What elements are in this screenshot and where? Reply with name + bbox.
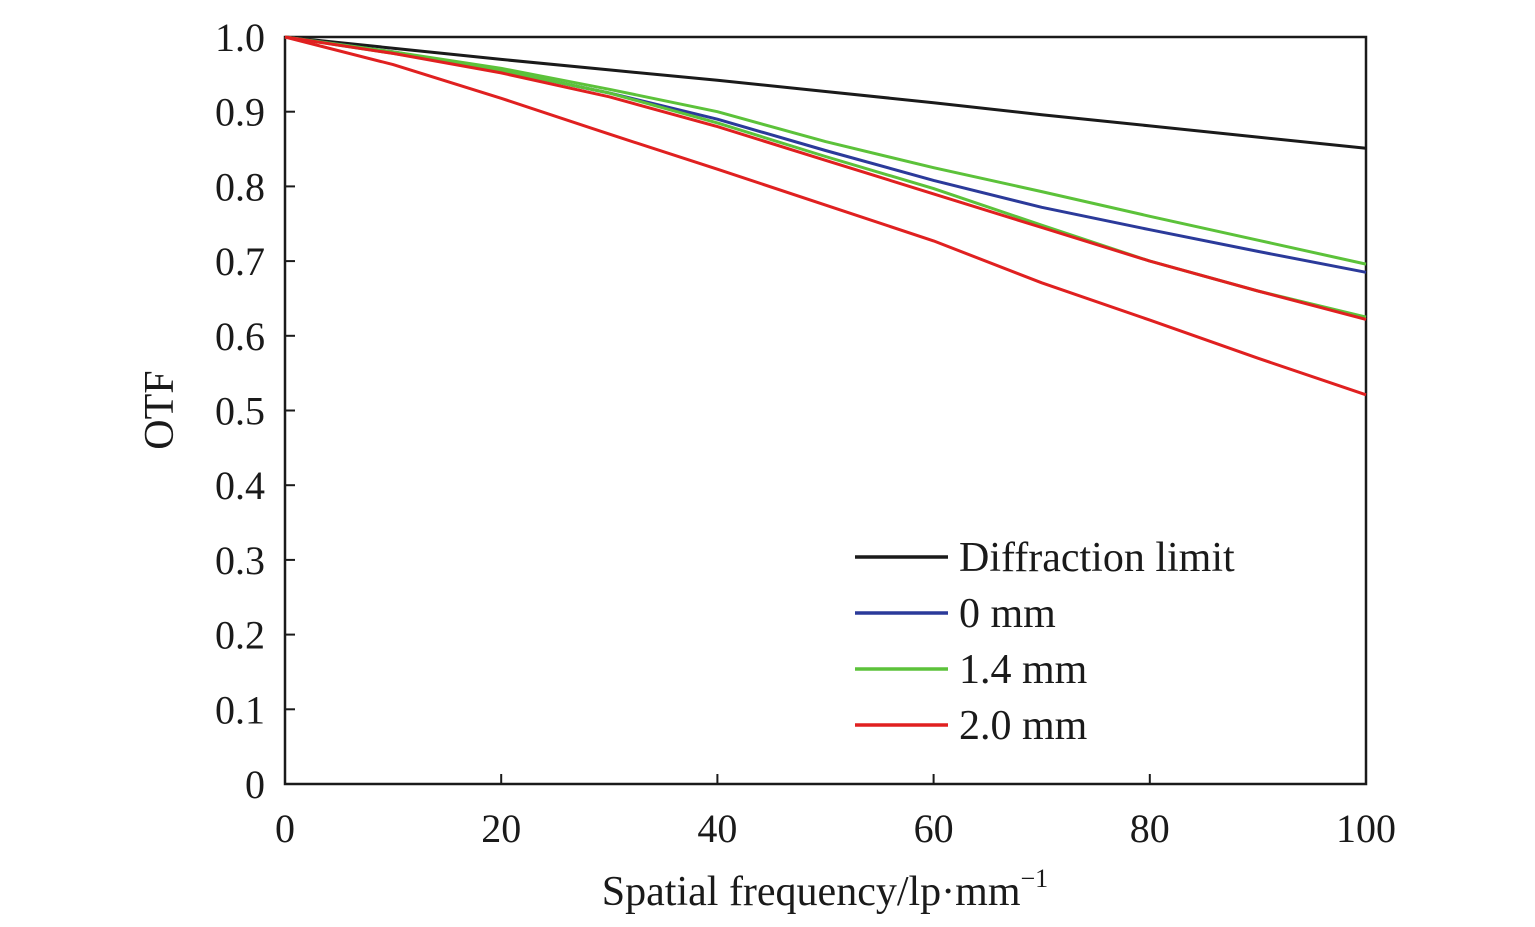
legend-label: Diffraction limit: [959, 535, 1235, 581]
series-line-4: [284, 35, 1367, 321]
y-tick-label: 0.2: [215, 613, 265, 658]
y-tick-label: 0.1: [215, 687, 265, 732]
x-tick-label: 40: [697, 806, 737, 851]
x-tick-label: 100: [1336, 806, 1396, 851]
y-tick-label: 0.4: [215, 463, 265, 508]
series-line-5: [284, 35, 1367, 397]
series-line-2: [284, 35, 1367, 266]
legend-label: 2.0 mm: [959, 703, 1088, 749]
y-tick-label: 0.5: [215, 389, 265, 434]
x-tick-label: 0: [275, 806, 295, 851]
y-tick-label: 0.9: [215, 90, 265, 135]
x-tick-label: 60: [914, 806, 954, 851]
y-axis-title: OTF: [137, 370, 183, 449]
x-tick-label: 20: [481, 806, 521, 851]
legend-label: 1.4 mm: [959, 647, 1088, 693]
y-tick-label: 0.8: [215, 164, 265, 209]
legend: Diffraction limit 0 mm 1.4 mm 2.0 mm: [855, 535, 1235, 749]
series-lines: [284, 35, 1367, 397]
x-axis-title-superscript: −1: [1021, 864, 1049, 893]
y-tick-label: 1.0: [215, 15, 265, 60]
y-tick-label: 0.7: [215, 239, 265, 284]
legend-label: 0 mm: [959, 591, 1056, 637]
y-tick-label: 0: [245, 762, 265, 807]
y-tick-label: 0.6: [215, 314, 265, 359]
x-axis-title: Spatial frequency/lp·mm−1: [602, 864, 1048, 915]
x-tick-label: 80: [1130, 806, 1170, 851]
series-line-1: [284, 35, 1367, 274]
tick-labels: 0 20 40 60 80 100 0 0.1 0.2 0.3 0.4 0.5 0.6 0.7 0.8 0.9…: [215, 15, 1396, 851]
series-line-0: [284, 35, 1367, 150]
y-tick-label: 0.3: [215, 538, 265, 583]
